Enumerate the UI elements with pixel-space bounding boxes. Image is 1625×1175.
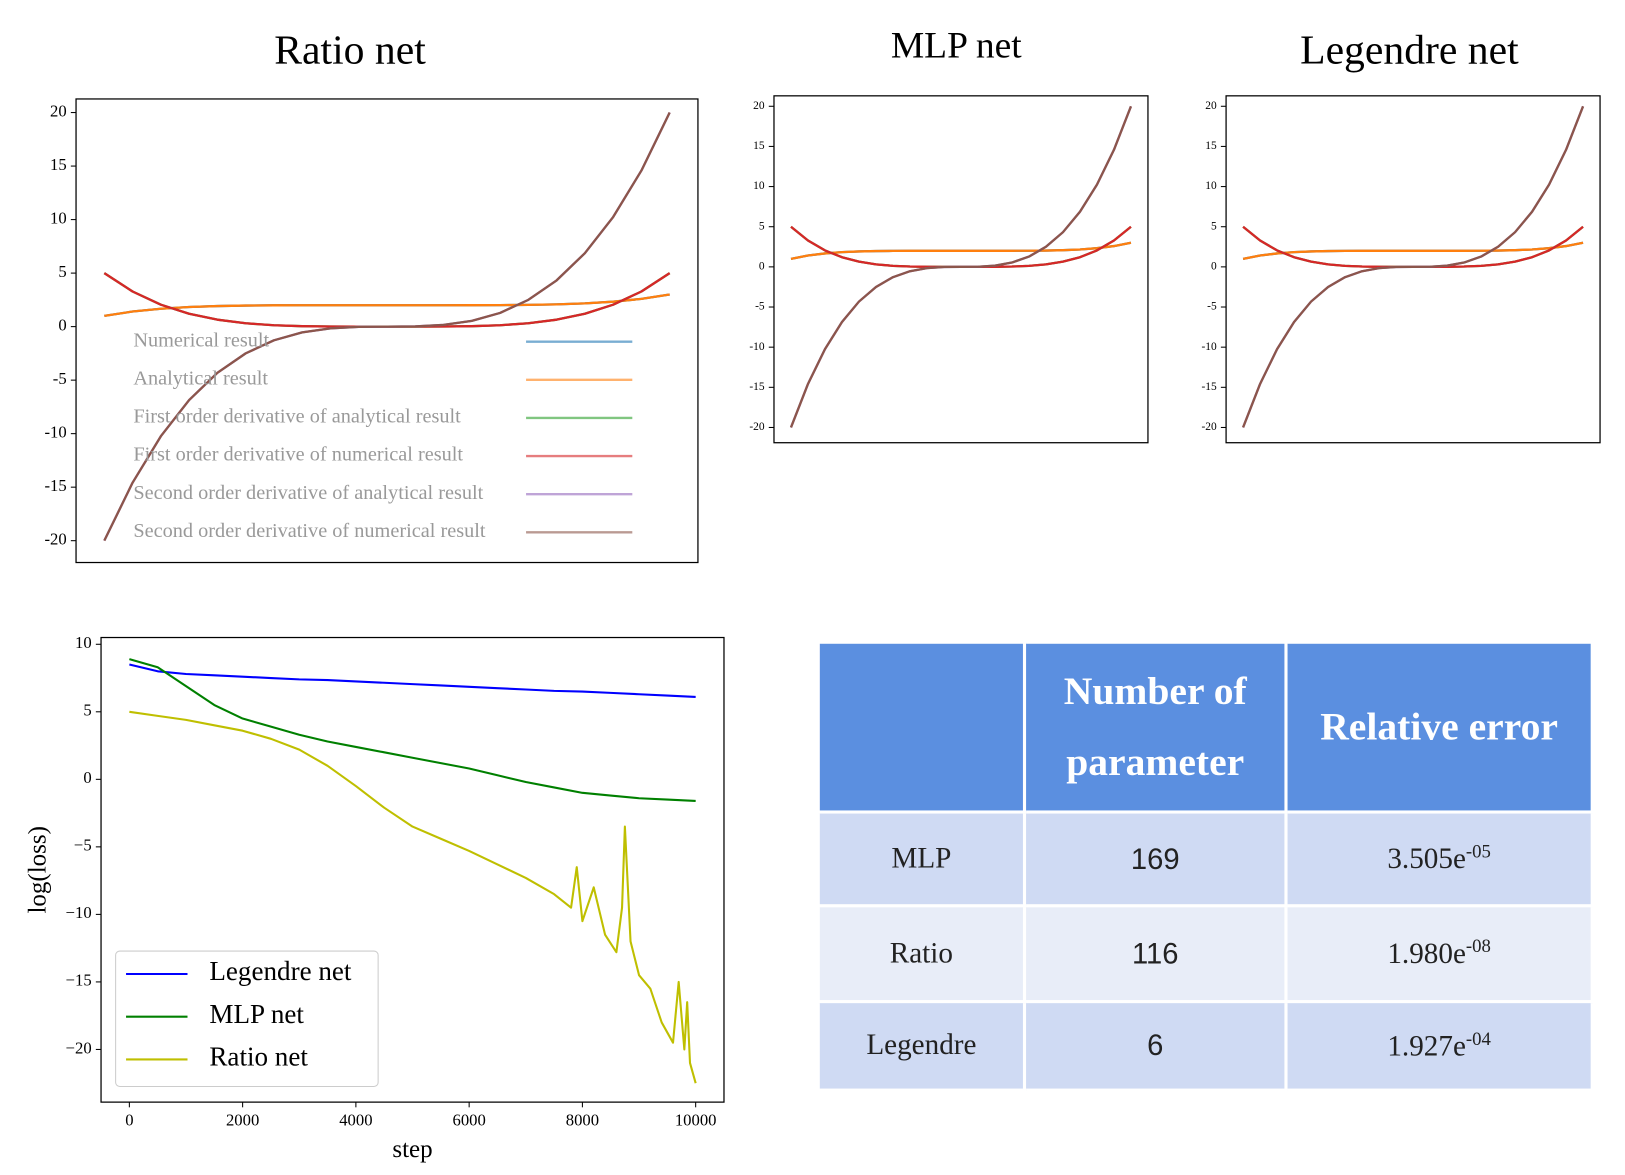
y-tick-label: -10: [749, 341, 765, 353]
results-table: Number of parameter Relative error MLP 169…: [816, 640, 1594, 1092]
series-line: [790, 225, 1132, 269]
x-tick-label: 8000: [566, 1111, 599, 1130]
y-tick-label: −5: [74, 836, 92, 855]
y-tick-label: 10: [50, 208, 67, 227]
chart-title: Legendre net: [1300, 28, 1519, 74]
header-row: Number of parameter Relative error: [816, 640, 1594, 814]
error-mantissa: 3.505e: [1387, 843, 1466, 876]
error: 1.980e-08: [1284, 904, 1594, 1004]
y-tick-label: -15: [749, 381, 765, 393]
series-line: [789, 105, 1133, 428]
error: 3.505e-05: [1284, 810, 1594, 908]
plot-frame: [75, 98, 699, 564]
error-mantissa: 1.980e: [1387, 938, 1466, 971]
params: 169: [1022, 810, 1288, 908]
y-tick-label: -10: [1201, 341, 1217, 353]
series-line: [129, 710, 697, 1084]
legend-label: MLP net: [209, 999, 304, 1029]
x-axis-label: step: [392, 1136, 432, 1163]
row: MLP 169 3.505e-05: [816, 810, 1594, 908]
series-line: [790, 225, 1132, 269]
y-tick-label: -15: [1201, 381, 1217, 393]
y-tick-label: 0: [83, 768, 91, 787]
y-tick-label: -5: [1207, 301, 1217, 313]
series-line: [1242, 225, 1584, 269]
y-tick-label: 15: [1205, 140, 1217, 152]
series-line: [104, 293, 670, 318]
y-tick-label: 5: [1211, 220, 1217, 232]
legend-box: [115, 950, 379, 1088]
series-line: [790, 241, 1132, 260]
legend-label: Second order derivative of numerical res…: [133, 520, 486, 542]
y-tick-label: -20: [44, 530, 66, 549]
x-tick-label: 2000: [226, 1111, 259, 1130]
legend-label: Second order derivative of analytical re…: [133, 482, 483, 504]
legend-label: First order derivative of numerical resu…: [133, 444, 463, 466]
plot-frame: [100, 636, 725, 1103]
y-tick-label: −15: [66, 971, 92, 990]
y-tick-label: −10: [66, 903, 92, 922]
corner: [816, 640, 1027, 814]
series-line: [1242, 105, 1585, 428]
error-exponent: -04: [1465, 1027, 1491, 1049]
header-cell: Relative error: [1284, 640, 1594, 814]
series-line: [129, 663, 696, 698]
chart-title: Ratio net: [274, 28, 426, 74]
legend-label: Analytical result: [133, 367, 268, 389]
y-tick-label: 10: [75, 633, 92, 652]
row-label: Legendre: [816, 1000, 1027, 1092]
x-tick-label: 4000: [339, 1111, 372, 1130]
plot-frame: [773, 95, 1149, 444]
series-line: [129, 658, 696, 802]
x-tick-label: 6000: [452, 1111, 485, 1130]
y-tick-label: 15: [50, 155, 67, 174]
y-tick-label: 0: [759, 260, 765, 272]
error: 1.927e-04: [1284, 1000, 1594, 1092]
y-tick-label: 5: [58, 262, 66, 281]
y-tick-label: 15: [753, 140, 765, 152]
y-tick-label: -20: [749, 421, 765, 433]
series-line: [103, 272, 671, 328]
y-tick-label: -15: [44, 476, 66, 495]
legend-label: First order derivative of analytical res…: [133, 406, 461, 428]
y-tick-label: -10: [44, 422, 66, 441]
series-line: [1242, 225, 1584, 269]
y-axis-label: log(loss): [24, 826, 51, 914]
x-tick-label: 10000: [675, 1111, 717, 1130]
legend-label: Numerical result: [133, 329, 269, 351]
series-line: [103, 272, 671, 328]
y-tick-label: 20: [50, 101, 67, 120]
row-label: MLP: [816, 810, 1027, 908]
row: Legendre 6 1.927e-04: [816, 1000, 1594, 1092]
y-tick-label: 20: [1205, 100, 1217, 112]
params: 116: [1022, 904, 1288, 1004]
legend-label: Legendre net: [209, 956, 352, 986]
chart-title: MLP net: [891, 26, 1022, 67]
series-line: [103, 112, 671, 542]
row-label: Ratio: [816, 904, 1027, 1004]
row: Ratio 116 1.980e-08: [816, 904, 1594, 1004]
y-tick-label: −20: [66, 1038, 92, 1057]
params: 6: [1022, 1000, 1288, 1092]
header-cell: Number of parameter: [1022, 640, 1288, 814]
x-tick-label: 0: [125, 1111, 133, 1130]
y-tick-label: 10: [1205, 180, 1217, 192]
y-tick-label: -5: [53, 369, 67, 388]
legend-label: Ratio net: [209, 1042, 308, 1072]
error-mantissa: 1.927e: [1387, 1030, 1466, 1063]
y-tick-label: -5: [755, 301, 765, 313]
y-tick-label: 20: [753, 100, 765, 112]
y-tick-label: 0: [1211, 260, 1217, 272]
y-tick-label: 5: [759, 220, 765, 232]
error-exponent: -08: [1465, 935, 1491, 957]
y-tick-label: 10: [753, 180, 765, 192]
error-exponent: -05: [1465, 840, 1491, 862]
y-tick-label: 0: [58, 315, 66, 334]
plot-frame: [1225, 95, 1601, 444]
y-tick-label: 5: [83, 701, 91, 720]
y-tick-label: -20: [1201, 421, 1217, 433]
series-line: [1242, 241, 1584, 260]
